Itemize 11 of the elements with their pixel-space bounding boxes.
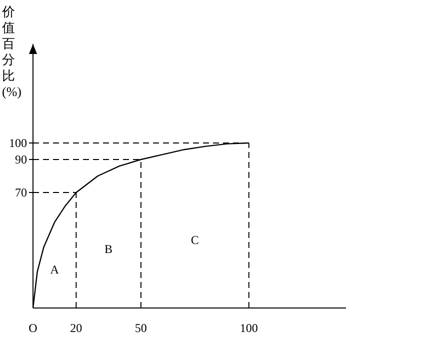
y-axis-title: 价值百分比(%) xyxy=(1,4,22,99)
annotation: C xyxy=(190,232,199,247)
annotation: B xyxy=(104,242,113,256)
y-tick-label: 70 xyxy=(15,186,27,200)
x-tick-label: 100 xyxy=(240,321,258,335)
x-tick-label: O xyxy=(28,321,38,335)
y-tick-label: 100 xyxy=(9,136,27,150)
x-tick-label: 20 xyxy=(70,321,82,335)
y-tick-label: 90 xyxy=(15,152,27,166)
annotation: A xyxy=(50,262,60,277)
x-tick-label: 50 xyxy=(134,321,147,335)
